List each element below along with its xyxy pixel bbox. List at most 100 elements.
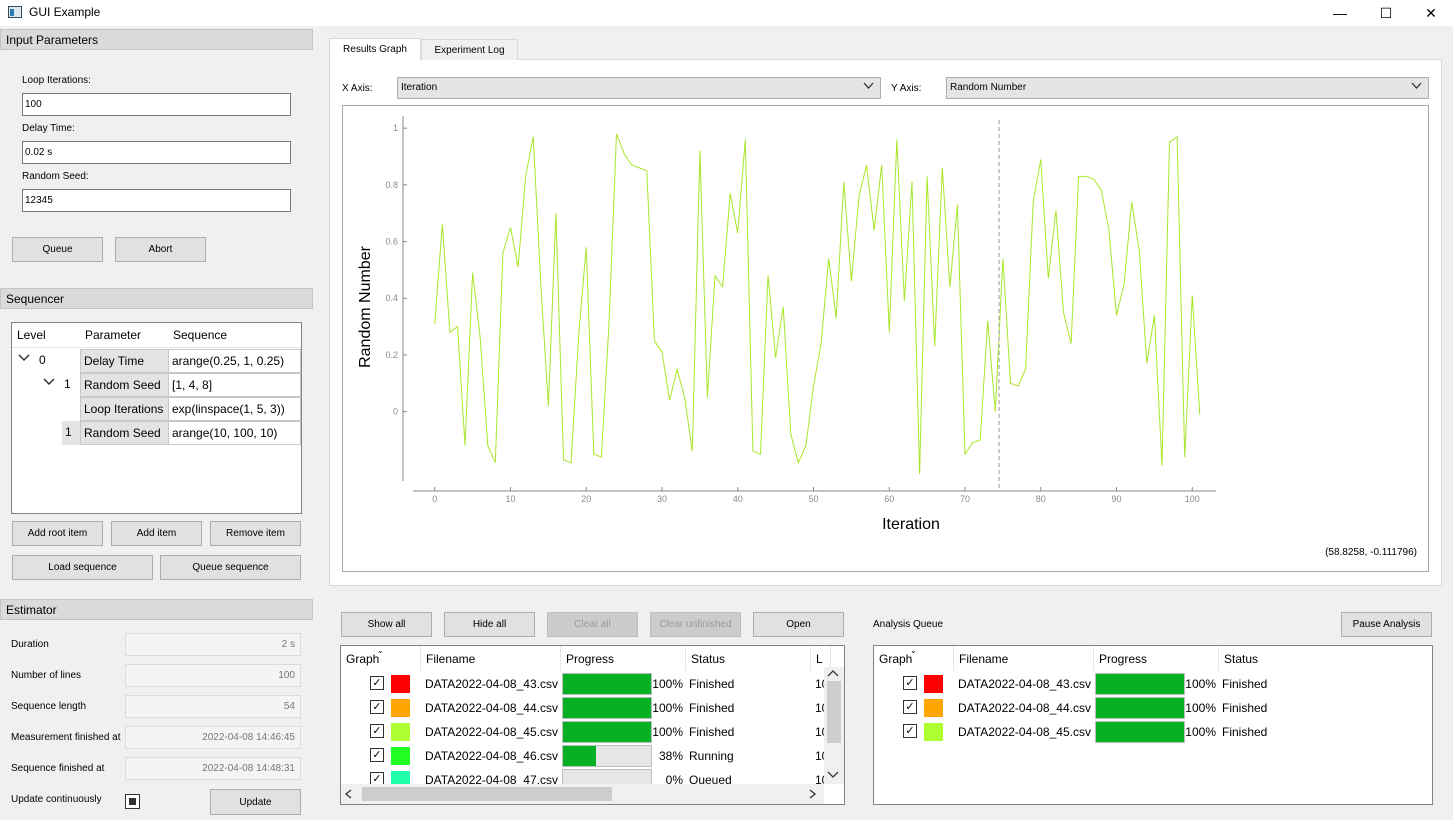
visibility-checkbox[interactable]: ✓ (370, 676, 384, 690)
column-filename[interactable]: Filename (954, 646, 1094, 671)
color-swatch[interactable] (391, 699, 410, 717)
tree-seq[interactable]: exp(linspace(1, 5, 3)) (168, 397, 301, 421)
color-swatch[interactable] (924, 699, 943, 717)
clear-all-button[interactable]: Clear all (547, 612, 638, 637)
column-status[interactable]: Status (686, 646, 811, 671)
delay-time-input[interactable] (22, 141, 291, 164)
tree-seq[interactable]: arange(0.25, 1, 0.25) (168, 349, 301, 373)
column-progress[interactable]: Progress (1094, 646, 1219, 671)
visibility-checkbox[interactable]: ✓ (370, 700, 384, 714)
update-continuously-checkbox[interactable] (125, 794, 140, 809)
update-button[interactable]: Update (210, 789, 301, 815)
clear-unfinished-button[interactable]: Clear unfinished (650, 612, 741, 637)
progress-fill (563, 722, 651, 742)
tree-param[interactable]: Delay Time (80, 349, 169, 373)
color-swatch[interactable] (924, 723, 943, 741)
filename: DATA2022-04-08_43.csv (425, 677, 558, 691)
list-item[interactable]: ✓ DATA2022-04-08_44.csv 100% Finished 10 (341, 696, 824, 720)
x-axis-value: Iteration (401, 82, 438, 93)
pause-analysis-button[interactable]: Pause Analysis (1341, 612, 1432, 637)
tree-seq[interactable]: [1, 4, 8] (168, 373, 301, 397)
tree-header: Level Parameter Sequence (12, 323, 301, 348)
abort-button[interactable]: Abort (115, 237, 206, 262)
visibility-checkbox[interactable]: ✓ (903, 700, 917, 714)
column-extra[interactable]: L (811, 646, 831, 671)
random-seed-input[interactable] (22, 189, 291, 212)
collapse-chevron-icon[interactable] (18, 353, 30, 366)
results-plot[interactable]: Random Number Iteration 0 0.2 0.4 0.6 0.8 1 0 1… (342, 105, 1429, 572)
visibility-checkbox[interactable]: ✓ (370, 772, 384, 786)
status-text: Finished (1222, 725, 1268, 739)
scroll-left-icon (343, 788, 355, 803)
measurement-finished-value: 2022-04-08 14:46:45 (125, 726, 301, 749)
visibility-checkbox[interactable]: ✓ (370, 748, 384, 762)
progress-fill (1096, 674, 1184, 694)
show-all-button[interactable]: Show all (341, 612, 432, 637)
close-button[interactable]: ✕ (1425, 4, 1437, 21)
hide-all-button[interactable]: Hide all (444, 612, 535, 637)
queue-button[interactable]: Queue (12, 237, 103, 262)
list-item[interactable]: ✓ DATA2022-04-08_45.csv 100% Finished (874, 720, 1354, 744)
column-parameter[interactable]: Parameter (85, 328, 142, 342)
loop-iterations-input[interactable] (22, 93, 291, 116)
tree-param[interactable]: Random Seed (80, 421, 169, 445)
tab-results-graph[interactable]: Results Graph (329, 38, 421, 60)
status-text: Finished (689, 677, 735, 691)
scroll-thumb[interactable] (827, 681, 841, 743)
color-swatch[interactable] (391, 675, 410, 693)
tree-param[interactable]: Loop Iterations (80, 397, 169, 421)
visibility-checkbox[interactable]: ✓ (903, 676, 917, 690)
scroll-thumb-horizontal[interactable] (362, 787, 612, 801)
list-item[interactable]: ✓ DATA2022-04-08_44.csv 100% Finished (874, 696, 1354, 720)
filename: DATA2022-04-08_46.csv (425, 749, 558, 763)
horizontal-scrollbar[interactable] (341, 784, 824, 804)
queue-sequence-button[interactable]: Queue sequence (160, 555, 301, 580)
color-swatch[interactable] (391, 723, 410, 741)
tree-param[interactable]: Random Seed (80, 373, 169, 397)
file-list[interactable]: Graph ⌄ Filename Progress Status L ✓ DATA… (340, 645, 845, 805)
column-graph[interactable]: Graph (341, 646, 421, 671)
column-level[interactable]: Level (17, 328, 46, 342)
add-item-button[interactable]: Add item (111, 521, 202, 546)
column-graph[interactable]: Graph (874, 646, 954, 671)
analysis-queue-list[interactable]: Graph ⌄ Filename Progress Status ✓ DATA20… (873, 645, 1433, 805)
line-chart[interactable]: Random Number Iteration 00.20.40.60.810 1… (343, 106, 1428, 571)
list-item[interactable]: ✓ DATA2022-04-08_43.csv 100% Finished 10 (341, 672, 824, 696)
status-text: Finished (689, 701, 735, 715)
progress-bar (1095, 673, 1185, 695)
progress-percent: 100% (1185, 677, 1216, 691)
column-progress[interactable]: Progress (561, 646, 686, 671)
x-tick-label: 60 (884, 494, 894, 504)
list-item[interactable]: ✓ DATA2022-04-08_43.csv 100% Finished (874, 672, 1354, 696)
x-axis-select[interactable]: Iteration (397, 77, 881, 99)
progress-fill (1096, 698, 1184, 718)
add-root-item-button[interactable]: Add root item (12, 521, 103, 546)
scroll-up-icon (826, 667, 840, 682)
x-tick-label: 90 (1112, 494, 1122, 504)
remove-item-button[interactable]: Remove item (210, 521, 301, 546)
y-axis-select[interactable]: Random Number (946, 77, 1429, 99)
load-sequence-button[interactable]: Load sequence (12, 555, 153, 580)
vertical-scrollbar[interactable] (824, 667, 844, 784)
maximize-button[interactable]: ☐ (1379, 4, 1393, 21)
list-item[interactable]: ✓ DATA2022-04-08_45.csv 100% Finished 10 (341, 720, 824, 744)
list-item[interactable]: ✓ DATA2022-04-08_46.csv 38% Running 10 (341, 744, 824, 768)
visibility-checkbox[interactable]: ✓ (903, 724, 917, 738)
tab-experiment-log[interactable]: Experiment Log (421, 39, 518, 60)
color-swatch[interactable] (391, 747, 410, 765)
loop-iterations-label: Loop Iterations: (22, 75, 91, 86)
column-sequence[interactable]: Sequence (173, 328, 228, 342)
progress-bar (1095, 721, 1185, 743)
column-status[interactable]: Status (1224, 652, 1259, 666)
color-swatch[interactable] (924, 675, 943, 693)
minimize-button[interactable]: — (1333, 5, 1347, 21)
column-filename[interactable]: Filename (421, 646, 561, 671)
sequencer-tree[interactable]: Level Parameter Sequence 0 Delay Time ar… (11, 322, 302, 514)
open-button[interactable]: Open (753, 612, 844, 637)
x-axis-title: Iteration (882, 516, 940, 533)
visibility-checkbox[interactable]: ✓ (370, 724, 384, 738)
y-axis-value: Random Number (950, 82, 1027, 93)
sequence-length-value: 54 (125, 695, 301, 718)
tree-seq[interactable]: arange(10, 100, 10) (168, 421, 301, 445)
collapse-chevron-icon[interactable] (43, 377, 55, 390)
